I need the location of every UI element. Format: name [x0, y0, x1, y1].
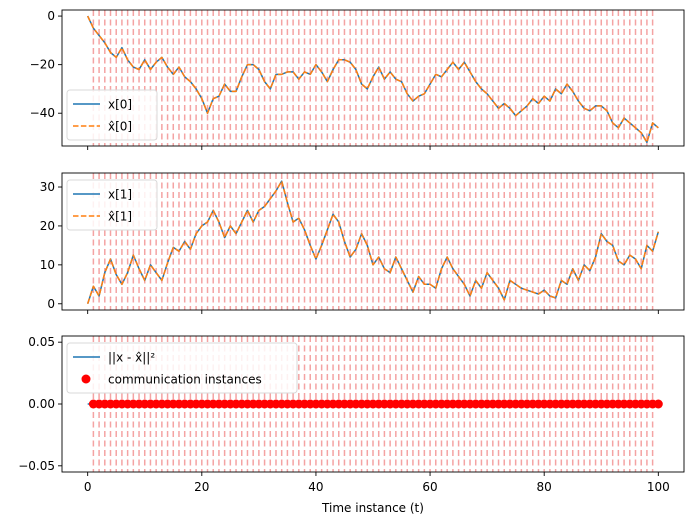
y-tick-label: 0.05: [28, 335, 55, 349]
legend-label: x[0]: [108, 98, 132, 112]
estimate-series-line: [86, 180, 660, 305]
legend-box: [66, 179, 158, 231]
communication-lines: [92, 173, 654, 310]
legend-label: ||x - x̂||²: [108, 351, 155, 365]
x-axis-label: Time instance (t): [321, 501, 424, 515]
legend: ||x - x̂||² communication instances: [66, 342, 298, 394]
legend-label: x̂[0]: [108, 120, 132, 134]
legend: x[0] x̂[0]: [66, 89, 158, 141]
legend-label: x[1]: [108, 188, 132, 202]
legend-box: [66, 89, 158, 141]
y-tick-label: −40: [30, 106, 55, 120]
y-tick-label: 10: [40, 258, 55, 272]
legend-marker: [81, 374, 91, 384]
x-tick-label: 40: [308, 480, 323, 494]
legend-label: communication instances: [108, 373, 262, 387]
estimate-series-line: [87, 15, 659, 144]
y-tick-label: −0.05: [18, 459, 55, 473]
x-tick-label: 60: [422, 480, 437, 494]
axes-frame: [61, 9, 685, 147]
y-tick-label: 20: [40, 219, 55, 233]
y-tick-label: −20: [30, 58, 55, 72]
x-tick-label: 0: [84, 480, 92, 494]
y-tick-label: 0: [47, 297, 55, 311]
panel-error: 0.05 0.00 −0.05 0 20 40 60 80 100 ||x - x̂||² comm…: [18, 335, 685, 494]
legend-box: [66, 342, 298, 394]
x-tick-label: 80: [537, 480, 552, 494]
legend-label: x̂[1]: [108, 210, 132, 224]
communication-points: [88, 399, 663, 409]
panel-x1: 0 10 20 30 x[1] x̂[1]: [40, 172, 685, 314]
legend: x[1] x̂[1]: [66, 179, 158, 231]
communication-point: [653, 399, 663, 409]
y-tick-label: 30: [40, 180, 55, 194]
x-tick-label: 20: [194, 480, 209, 494]
communication-lines: [92, 10, 654, 146]
axes-frame: [61, 172, 685, 311]
y-tick-label: 0: [47, 9, 55, 23]
x-tick-label: 100: [647, 480, 670, 494]
panel-x0: 0 −20 −40 x[0] x̂[0]: [30, 9, 685, 150]
y-tick-label: 0.00: [28, 397, 55, 411]
